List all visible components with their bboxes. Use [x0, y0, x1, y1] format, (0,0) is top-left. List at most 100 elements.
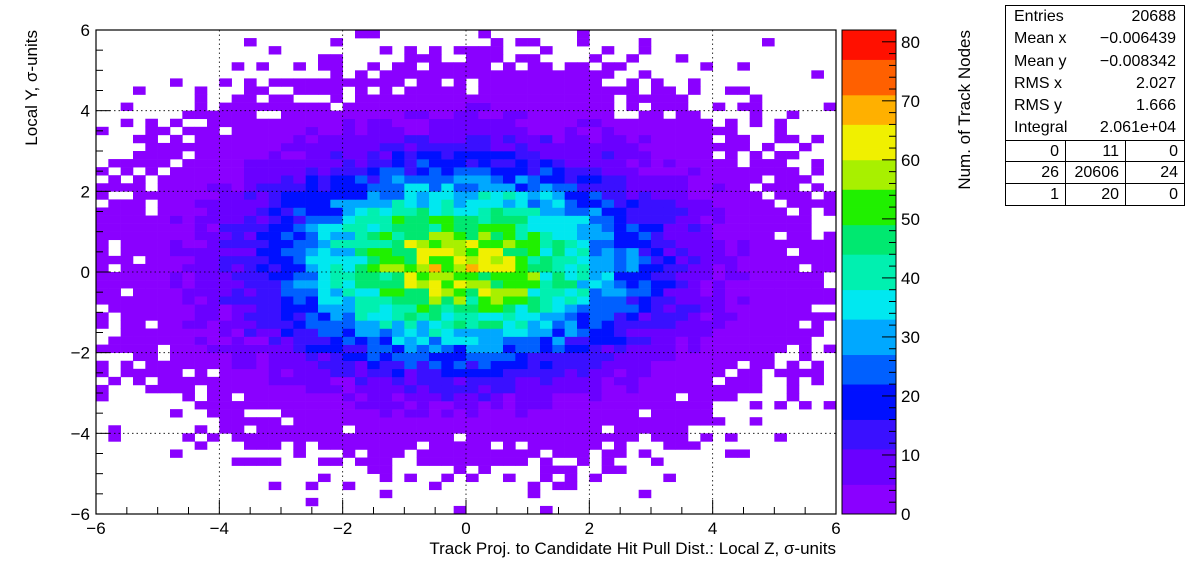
heatmap-cell — [663, 151, 676, 160]
z-tick-label: 50 — [901, 210, 920, 229]
heatmap-cell — [330, 433, 343, 442]
heatmap-cell — [589, 376, 602, 386]
heatmap-cell — [601, 110, 615, 120]
heatmap-cell — [663, 159, 676, 168]
heatmap-cell — [552, 70, 565, 79]
heatmap-cell — [182, 352, 195, 362]
heatmap-cell — [182, 433, 195, 442]
heatmap-cell — [774, 134, 787, 144]
heatmap-cell — [416, 425, 430, 434]
heatmap-cell — [244, 167, 257, 176]
palette-band — [842, 348, 896, 356]
heatmap-cell — [651, 263, 664, 273]
heatmap-cell — [663, 207, 676, 216]
heatmap-cell — [799, 231, 812, 241]
heatmap-cell — [416, 118, 430, 128]
heatmap-cell — [281, 360, 294, 370]
heatmap-cell — [749, 384, 763, 394]
heatmap-cell — [786, 376, 800, 386]
stats-mean-y-row: Mean y −0.008342 — [1006, 51, 1184, 73]
heatmap-cell — [527, 280, 541, 289]
heatmap-cell — [133, 199, 146, 208]
heatmap-cell — [700, 417, 713, 426]
heatmap-cell — [453, 207, 467, 216]
heatmap-cell — [355, 126, 368, 136]
heatmap-cell — [392, 384, 405, 394]
heatmap-cell — [330, 175, 343, 184]
heatmap-cell — [503, 457, 516, 466]
heatmap-cell — [564, 175, 578, 184]
heatmap-cell — [120, 328, 134, 337]
heatmap-cell — [737, 191, 750, 200]
heatmap-cell — [601, 320, 615, 329]
heatmap-cell — [478, 320, 491, 329]
heatmap-cell — [182, 231, 195, 241]
heatmap-cell — [688, 393, 701, 402]
stats-value: −0.008342 — [1099, 52, 1176, 70]
heatmap-cell — [429, 368, 442, 378]
heatmap-cell — [540, 368, 553, 378]
heatmap-cell — [170, 167, 183, 176]
heatmap-cell — [564, 255, 578, 265]
heatmap-cell — [379, 94, 393, 103]
heatmap-cell — [207, 223, 220, 232]
heatmap-cell — [194, 102, 208, 111]
heatmap-cell — [786, 199, 800, 208]
heatmap-cell — [429, 151, 442, 160]
heatmap-cell — [355, 255, 368, 265]
heatmap-cell — [244, 352, 257, 362]
heatmap-cell — [552, 255, 565, 265]
heatmap-cell — [379, 46, 393, 55]
heatmap-cell — [170, 118, 183, 128]
heatmap-cell — [355, 199, 368, 208]
heatmap-cell — [577, 231, 590, 241]
heatmap-cell — [330, 417, 343, 426]
heatmap-cell — [342, 328, 356, 337]
heatmap-cell — [281, 102, 294, 111]
heatmap-cell — [663, 280, 676, 289]
heatmap-cell — [749, 280, 763, 289]
palette-band — [842, 466, 896, 474]
heatmap-cell — [330, 62, 343, 71]
heatmap-cell — [404, 417, 417, 426]
heatmap-cell — [762, 280, 775, 289]
heatmap-cell — [725, 247, 738, 257]
heatmap-cell — [700, 320, 713, 329]
heatmap-cell — [490, 376, 504, 386]
heatmap-cell — [281, 376, 294, 386]
heatmap-cell — [675, 409, 689, 418]
heatmap-cell — [527, 368, 541, 378]
heatmap-cell — [453, 409, 467, 418]
heatmap-cell — [527, 86, 541, 95]
palette-band — [842, 325, 896, 332]
heatmap-cell — [589, 142, 602, 152]
heatmap-cell — [330, 38, 343, 47]
heatmap-cell — [268, 328, 282, 337]
palette-band — [842, 77, 896, 84]
palette-band — [842, 159, 896, 167]
heatmap-cell — [786, 175, 800, 184]
heatmap-cell — [762, 360, 775, 370]
heatmap-cell — [799, 223, 812, 232]
heatmap-cell — [527, 304, 541, 313]
heatmap-cell — [700, 312, 713, 321]
heatmap-cell — [490, 183, 504, 192]
heatmap-cell — [577, 134, 590, 144]
heatmap-cell — [774, 191, 787, 200]
heatmap-cell — [330, 280, 343, 289]
heatmap-cell — [157, 328, 171, 337]
heatmap-cell — [466, 142, 479, 152]
heatmap-cell — [688, 409, 701, 418]
heatmap-cell — [626, 102, 639, 111]
heatmap-cell — [712, 336, 726, 345]
heatmap-cell — [404, 368, 417, 378]
heatmap-cell — [133, 207, 146, 216]
heatmap-cell — [688, 223, 701, 232]
palette-band — [842, 53, 896, 60]
heatmap-cell — [342, 352, 356, 362]
heatmap-cell — [404, 207, 417, 216]
heatmap-cell — [564, 272, 578, 281]
heatmap-cell — [342, 393, 356, 402]
heatmap-cell — [515, 54, 528, 63]
heatmap-cell — [355, 417, 368, 426]
